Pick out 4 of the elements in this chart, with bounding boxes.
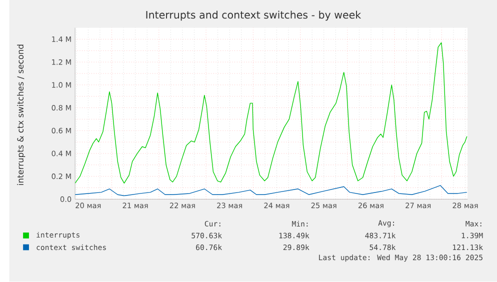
y-axis-title: interrupts & ctx switches / second: [17, 44, 26, 185]
chart-title: Interrupts and context switches - by week: [146, 10, 362, 21]
line-series: [75, 185, 468, 196]
line-series: [75, 42, 468, 184]
